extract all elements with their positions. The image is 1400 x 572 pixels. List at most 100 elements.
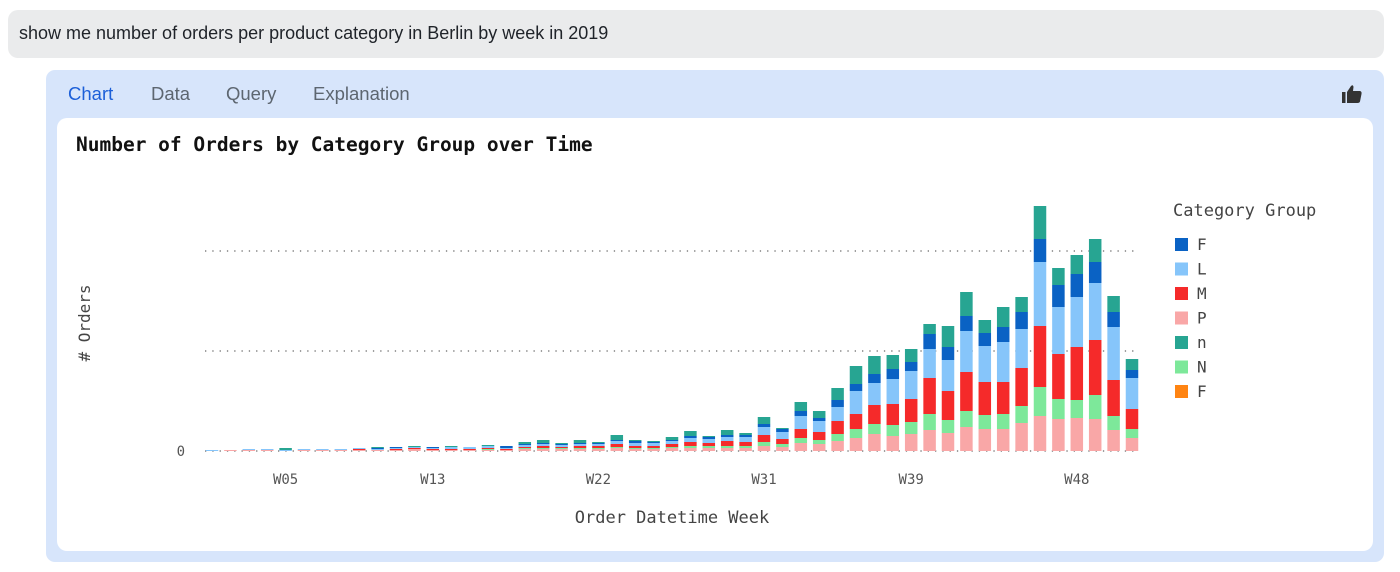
bar-segment-L-W46 <box>1033 262 1047 326</box>
bar-segment-P-W08 <box>334 450 348 451</box>
bar-segment-N-W27 <box>684 446 697 448</box>
bar-segment-L-W17 <box>500 448 513 449</box>
tab-chart[interactable]: Chart <box>68 83 114 104</box>
bar-stack-W03[interactable] <box>242 449 256 451</box>
bar-stack-W20[interactable] <box>555 443 568 451</box>
bar-stack-W27[interactable] <box>684 431 697 451</box>
bar-segment-n-W14 <box>444 446 458 447</box>
bar-segment-L-W37 <box>868 383 881 405</box>
bar-segment-n-W25 <box>647 441 660 442</box>
bar-stack-W26[interactable] <box>665 437 679 451</box>
tab-data[interactable]: Data <box>151 83 191 104</box>
bar-stack-W07[interactable] <box>316 449 329 451</box>
legend-item-P[interactable]: P <box>1175 309 1207 328</box>
thumbs-up-icon[interactable] <box>1341 83 1363 105</box>
tab-explanation[interactable]: Explanation <box>313 83 410 104</box>
bar-stack-W31[interactable] <box>757 417 771 451</box>
bar-segment-N-W18 <box>518 448 532 449</box>
bar-stack-W17[interactable] <box>500 446 513 451</box>
bar-stack-W43[interactable] <box>978 320 992 451</box>
bar-segment-N-W40 <box>923 414 936 430</box>
bar-stack-W23[interactable] <box>610 435 624 451</box>
bar-stack-W21[interactable] <box>573 440 587 451</box>
bar-stack-W05[interactable] <box>279 448 292 451</box>
bar-segment-P-W51 <box>1125 438 1139 451</box>
bar-segment-N-W32 <box>776 444 789 447</box>
bar-stack-W39[interactable] <box>904 349 918 451</box>
legend-item-L[interactable]: L <box>1175 260 1207 279</box>
bar-stack-W09[interactable] <box>352 448 366 451</box>
bar-stack-W11[interactable] <box>389 447 403 451</box>
legend-item-N[interactable]: N <box>1175 358 1207 377</box>
bar-stack-W40[interactable] <box>923 324 936 451</box>
bar-segment-N-W37 <box>868 424 881 434</box>
bar-stack-W33[interactable] <box>794 402 808 451</box>
bar-stack-W14[interactable] <box>444 446 458 451</box>
bar-segment-P-W22 <box>592 449 605 451</box>
bar-segment-P-W21 <box>573 449 587 451</box>
bar-stack-W49[interactable] <box>1088 239 1102 451</box>
bar-stack-W19[interactable] <box>536 440 550 451</box>
bar-segment-n-W34 <box>812 411 826 418</box>
bar-stack-W12[interactable] <box>408 446 421 451</box>
bar-stack-W38[interactable] <box>886 355 900 451</box>
bar-stack-W51[interactable] <box>1125 359 1139 451</box>
bar-stack-W47[interactable] <box>1052 268 1065 451</box>
bar-stack-W24[interactable] <box>628 440 642 451</box>
bar-stack-W42[interactable] <box>960 292 973 451</box>
bar-stack-W45[interactable] <box>1015 297 1028 451</box>
bar-segment-P-W02 <box>224 450 237 451</box>
bar-stack-W48[interactable] <box>1070 255 1084 451</box>
bar-segment-L-W48 <box>1070 297 1084 347</box>
bar-stack-W22[interactable] <box>592 442 605 451</box>
bar-stack-W01[interactable] <box>205 450 219 451</box>
bar-stack-W36[interactable] <box>849 366 863 451</box>
bar-stack-W50[interactable] <box>1107 296 1120 451</box>
bar-stack-W08[interactable] <box>334 449 348 451</box>
legend-item-M[interactable]: M <box>1175 284 1207 303</box>
bar-stack-W04[interactable] <box>260 449 274 451</box>
bar-stack-W13[interactable] <box>426 447 440 451</box>
bar-segment-n-W10 <box>371 447 384 448</box>
bar-segment-P-W10 <box>371 450 384 451</box>
bar-segment-F-W46 <box>1033 239 1047 262</box>
bar-segment-N-W22 <box>592 448 605 449</box>
x-tick-label: W05 <box>273 472 298 488</box>
legend-label: L <box>1197 260 1207 279</box>
bar-segment-n-W37 <box>868 356 881 374</box>
tab-query[interactable]: Query <box>226 83 277 104</box>
bar-segment-L-W19 <box>536 444 550 446</box>
bar-stack-W25[interactable] <box>647 441 660 451</box>
bar-segment-P-W25 <box>647 449 660 451</box>
bar-segment-N-W28 <box>702 446 716 448</box>
bar-segment-F-W23 <box>610 440 624 441</box>
bar-stack-W35[interactable] <box>831 388 844 451</box>
legend-item-F[interactable]: F <box>1175 382 1207 401</box>
bar-stack-W06[interactable] <box>297 449 311 451</box>
bar-segment-N-W36 <box>849 429 863 438</box>
bar-stack-W28[interactable] <box>702 436 716 451</box>
bar-segment-L-W11 <box>389 448 403 449</box>
bar-segment-F-W25 <box>647 442 660 443</box>
bar-stack-W44[interactable] <box>996 307 1010 451</box>
bar-stack-W46[interactable] <box>1033 206 1047 451</box>
bar-stack-W16[interactable] <box>481 445 495 451</box>
bar-stack-W34[interactable] <box>812 411 826 451</box>
y-axis-label: # Orders <box>75 284 94 361</box>
bar-segment-P-W36 <box>849 438 863 451</box>
bar-stack-W41[interactable] <box>941 326 955 451</box>
bar-stack-W32[interactable] <box>776 428 789 451</box>
bar-segment-n-W27 <box>684 431 697 436</box>
bar-stack-W02[interactable] <box>224 450 237 451</box>
legend-item-n[interactable]: n <box>1175 333 1207 352</box>
bar-stack-W30[interactable] <box>739 433 752 451</box>
bar-stack-W37[interactable] <box>868 356 881 451</box>
bar-stack-W18[interactable] <box>518 442 532 451</box>
bar-segment-n-W21 <box>573 440 587 443</box>
legend-item-F[interactable]: F <box>1175 235 1207 254</box>
bar-segment-F-W50 <box>1107 312 1120 327</box>
bar-stack-W10[interactable] <box>371 447 384 451</box>
bar-stack-W15[interactable] <box>463 447 476 451</box>
bar-stack-W29[interactable] <box>720 430 734 451</box>
bar-segment-M-W32 <box>776 439 789 444</box>
